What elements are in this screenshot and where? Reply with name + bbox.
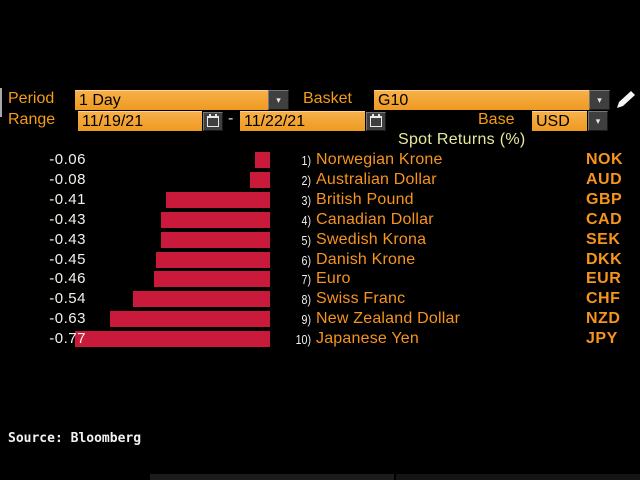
currency-code: CHF <box>586 290 621 308</box>
currency-name: British Pound <box>316 190 414 208</box>
bar-value-label: -0.45 <box>49 250 86 268</box>
rank-label: 10) <box>295 332 311 348</box>
basket-label: Basket <box>303 90 352 107</box>
currency-name: Euro <box>316 270 351 288</box>
currency-name: New Zealand Dollar <box>316 310 461 328</box>
bar[interactable] <box>75 331 270 348</box>
bar[interactable] <box>255 152 270 168</box>
base-currency-input[interactable]: USD <box>532 111 587 131</box>
rank-label: 6) <box>301 252 311 268</box>
bar-value-label: -0.06 <box>49 151 86 168</box>
rank-label: 8) <box>301 292 311 308</box>
range-end-input[interactable]: 11/22/21 <box>240 111 365 131</box>
chart-title: Spot Returns (%) <box>398 131 526 148</box>
chart-row-NZD[interactable]: -0.63 9) New Zealand Dollar NZD <box>0 309 640 329</box>
bar-value-label: -0.43 <box>49 210 86 228</box>
period-input[interactable]: 1 Day <box>75 90 268 110</box>
basket-dropdown-button[interactable]: ▾ <box>589 90 610 110</box>
chart-row-AUD[interactable]: -0.08 2) Australian Dollar AUD <box>0 170 640 190</box>
range-end-calendar-button[interactable] <box>366 112 386 131</box>
chart-row-DKK[interactable]: -0.45 6) Danish Krone DKK <box>0 250 640 270</box>
bottom-strip-left <box>150 474 394 480</box>
rank-label: 9) <box>301 312 311 328</box>
period-dropdown-button[interactable]: ▾ <box>268 90 289 110</box>
currency-code: CAD <box>586 210 623 228</box>
period-label: Period <box>8 90 55 107</box>
chart-row-EUR[interactable]: -0.46 7) Euro EUR <box>0 269 640 289</box>
currency-code: JPY <box>586 330 618 348</box>
calendar-icon <box>370 114 382 127</box>
chart-row-JPY[interactable]: -0.77 10) Japanese Yen JPY <box>0 329 640 349</box>
bar[interactable] <box>250 171 270 188</box>
currency-name: Danish Krone <box>316 250 416 268</box>
rank-label: 1) <box>301 153 311 168</box>
chevron-down-icon: ▾ <box>276 95 281 105</box>
currency-name: Swiss Franc <box>316 290 406 308</box>
bar[interactable] <box>166 191 270 208</box>
chart-row-CAD[interactable]: -0.43 4) Canadian Dollar CAD <box>0 210 640 230</box>
currency-code: AUD <box>586 170 623 188</box>
basket-input[interactable]: G10 <box>374 90 589 110</box>
currency-code: EUR <box>586 270 622 288</box>
calendar-icon <box>207 114 219 127</box>
rank-label: 7) <box>301 272 311 288</box>
currency-name: Japanese Yen <box>316 330 419 348</box>
bar[interactable] <box>154 271 270 288</box>
chevron-down-icon: ▾ <box>597 95 602 105</box>
chart-row-GBP[interactable]: -0.41 3) British Pound GBP <box>0 190 640 210</box>
rank-label: 2) <box>301 172 311 188</box>
chart-row-NOK[interactable]: -0.06 1) Norwegian Krone NOK <box>0 150 640 170</box>
chart-row-SEK[interactable]: -0.43 5) Swedish Krona SEK <box>0 230 640 250</box>
range-start-input[interactable]: 11/19/21 <box>78 111 202 131</box>
rank-label: 4) <box>301 212 311 228</box>
bottom-strip-right <box>396 474 640 480</box>
currency-code: DKK <box>586 250 623 268</box>
bar-value-label: -0.63 <box>49 310 86 328</box>
rank-label: 5) <box>301 232 311 248</box>
currency-code: SEK <box>586 230 621 248</box>
bar-value-label: -0.54 <box>49 290 86 308</box>
window-edge-divider <box>0 88 2 117</box>
source-note: Source: Bloomberg <box>8 431 142 446</box>
currency-code: GBP <box>586 190 623 208</box>
bar[interactable] <box>133 291 270 308</box>
edit-pencil-icon[interactable] <box>615 89 637 109</box>
chart-row-CHF[interactable]: -0.54 8) Swiss Franc CHF <box>0 289 640 309</box>
bar-value-label: -0.43 <box>49 230 86 248</box>
bar[interactable] <box>161 231 270 248</box>
currency-name: Australian Dollar <box>316 170 437 188</box>
base-label: Base <box>478 111 515 128</box>
range-label: Range <box>8 111 56 128</box>
bar[interactable] <box>110 311 270 328</box>
chevron-down-icon: ▾ <box>595 116 601 126</box>
bar-value-label: -0.77 <box>49 330 86 348</box>
bar-value-label: -0.41 <box>49 190 86 208</box>
currency-code: NZD <box>586 310 621 328</box>
currency-code: NOK <box>586 151 624 168</box>
bar[interactable] <box>156 251 270 268</box>
bar-value-label: -0.08 <box>49 170 86 188</box>
bar[interactable] <box>161 211 270 228</box>
range-start-calendar-button[interactable] <box>203 112 223 131</box>
base-dropdown-button[interactable]: ▾ <box>588 111 608 131</box>
range-separator: - <box>228 110 234 127</box>
currency-name: Swedish Krona <box>316 230 427 248</box>
bar-value-label: -0.46 <box>49 270 86 288</box>
currency-name: Canadian Dollar <box>316 210 434 228</box>
rank-label: 3) <box>301 192 311 208</box>
currency-name: Norwegian Krone <box>316 151 443 168</box>
